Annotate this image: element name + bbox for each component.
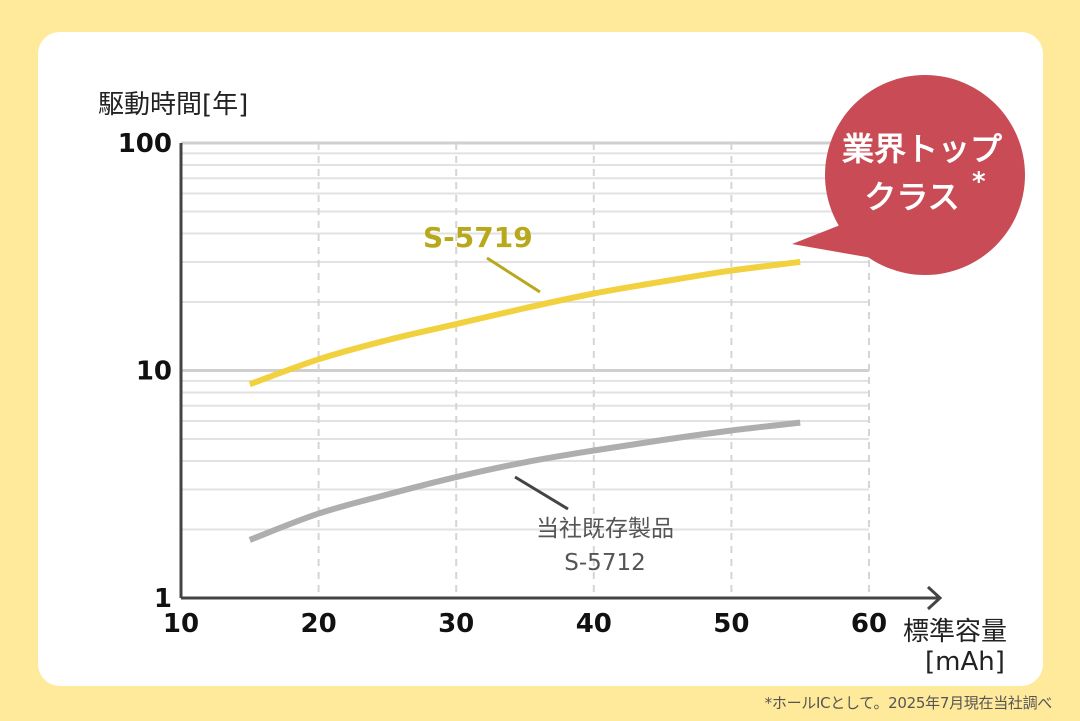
y-axis-title: 駆動時間[年]	[98, 90, 248, 120]
x-axis-title: 標準容量	[903, 617, 1007, 647]
grid	[181, 141, 870, 598]
x-axis-unit: [mAh]	[925, 647, 1005, 677]
axes	[179, 143, 943, 611]
series-label-s-5719: S-5719	[423, 221, 533, 254]
x-tick-label: 40	[576, 609, 612, 639]
y-tick-label: 10	[136, 357, 172, 387]
x-tick-label: 20	[301, 609, 337, 639]
x-tick-label: 10	[163, 609, 199, 639]
x-tick-label: 60	[851, 609, 887, 639]
series-line-existing	[248, 419, 801, 543]
series-leader-existing	[514, 475, 569, 511]
callout-line2: クラス	[864, 178, 959, 216]
callout-circle	[825, 75, 1025, 275]
callout-asterisk: *	[972, 167, 986, 197]
x-tick-label: 50	[713, 609, 749, 639]
callout-bubble: 業界トップ クラス *	[792, 75, 1025, 275]
callout-line1: 業界トップ	[842, 130, 1003, 168]
series-label-s-5712: S-5712	[564, 550, 645, 576]
y-tick-label: 1	[154, 584, 172, 614]
y-tick-label: 100	[118, 129, 172, 159]
x-tick-label: 30	[438, 609, 474, 639]
footnote: *ホールICとして。2025年7月現在当社調べ	[764, 694, 1053, 712]
series-label-existing: 当社既存製品	[536, 516, 674, 542]
series-line-s-5719	[248, 258, 801, 388]
x-axis-arrow	[926, 585, 943, 611]
series-leader-s-5719	[486, 256, 541, 294]
series	[248, 258, 801, 543]
